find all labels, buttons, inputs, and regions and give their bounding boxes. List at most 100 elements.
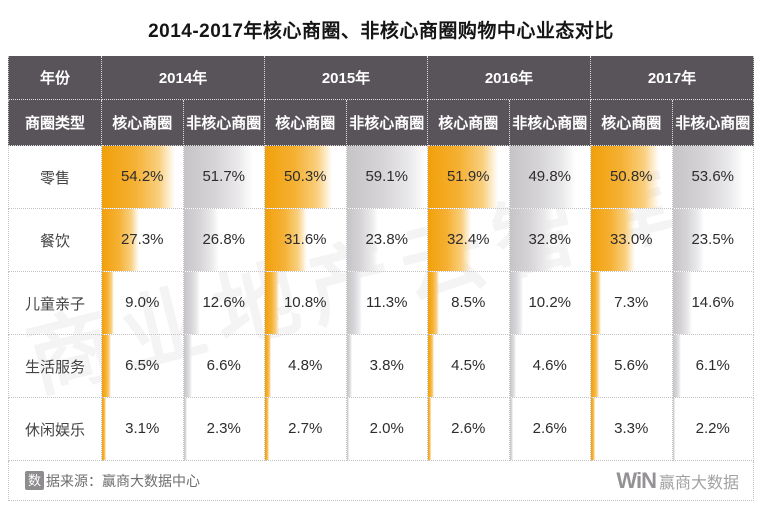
- corner-district-header: 商圈类型: [8, 100, 102, 146]
- noncore-bar: [183, 146, 253, 208]
- core-bar: [265, 209, 308, 271]
- core-bar: [428, 335, 435, 397]
- noncore-bar: [183, 335, 193, 397]
- core-bar: [591, 146, 660, 208]
- noncore-bar: [672, 209, 705, 271]
- win-logo-text: 赢商大数据: [658, 474, 739, 492]
- table-cell: 3.1%: [102, 398, 184, 461]
- table-cell: 6.5%: [102, 335, 184, 398]
- district-header-row: 商圈类型 核心商圈 非核心商圈 核心商圈 非核心商圈 核心商圈 非核心商圈 核心…: [8, 100, 754, 146]
- subcol-header-core: 核心商圈: [265, 100, 347, 146]
- noncore-bar: [509, 209, 554, 271]
- noncore-bar: [183, 398, 187, 460]
- table-cell: 6.1%: [672, 335, 754, 398]
- table-cell: 10.2%: [509, 272, 591, 335]
- table-cell: 50.3%: [265, 146, 347, 209]
- noncore-bar: [509, 335, 516, 397]
- table-cell: 53.6%: [672, 146, 754, 209]
- row-label: 生活服务: [8, 335, 102, 398]
- comparison-table: 年份 2014年 2015年 2016年 2017年 商圈类型 核心商圈 非核心…: [8, 56, 754, 461]
- noncore-bar: [672, 335, 681, 397]
- subcol-header-core: 核心商圈: [428, 100, 510, 146]
- noncore-bar: [672, 398, 676, 460]
- core-bar: [591, 335, 599, 397]
- core-bar: [102, 398, 107, 460]
- noncore-bar: [346, 335, 352, 397]
- noncore-bar: [509, 146, 577, 208]
- core-bar: [591, 272, 601, 334]
- table-cell: 2.2%: [672, 398, 754, 461]
- core-bar: [265, 272, 280, 334]
- source-boxed-char: 数: [25, 471, 45, 490]
- table-cell: 10.8%: [265, 272, 347, 335]
- table-cell: 4.8%: [265, 335, 347, 398]
- core-bar: [591, 209, 636, 271]
- row-label: 零售: [8, 146, 102, 209]
- page-title: 2014-2017年核心商圈、非核心商圈购物中心业态对比: [148, 21, 614, 42]
- source-text: 据来源：赢商大数据中心: [46, 472, 201, 489]
- row-label: 餐饮: [8, 209, 102, 272]
- subcol-header-core: 核心商圈: [102, 100, 184, 146]
- row-label: 儿童亲子: [8, 272, 102, 335]
- table-row-kids: 儿童亲子 9.0% 12.6% 10.8% 11.3% 8.5% 10.2% 7…: [8, 272, 754, 335]
- table-cell: 2.7%: [265, 398, 347, 461]
- core-bar: [102, 335, 111, 397]
- table-cell: 27.3%: [102, 209, 184, 272]
- core-bar: [428, 146, 498, 208]
- table-cell: 51.7%: [183, 146, 265, 209]
- noncore-bar: [346, 209, 379, 271]
- win-logo-mark: WiN: [616, 467, 657, 493]
- noncore-bar: [346, 398, 350, 460]
- noncore-bar: [183, 272, 201, 334]
- col-header-2016: 2016年: [428, 56, 591, 100]
- corner-year-header: 年份: [8, 56, 102, 100]
- table-cell: 9.0%: [102, 272, 184, 335]
- table-cell: 26.8%: [183, 209, 265, 272]
- table-cell: 12.6%: [183, 272, 265, 335]
- table-cell: 5.6%: [591, 335, 673, 398]
- noncore-bar: [672, 272, 693, 334]
- table-cell: 32.4%: [428, 209, 510, 272]
- table-cell: 11.3%: [346, 272, 428, 335]
- table-cell: 23.5%: [672, 209, 754, 272]
- table-cell: 32.8%: [509, 209, 591, 272]
- col-header-2015: 2015年: [265, 56, 428, 100]
- table-cell: 7.3%: [591, 272, 673, 335]
- table-cell: 54.2%: [102, 146, 184, 209]
- table-cell: 50.8%: [591, 146, 673, 209]
- subcol-header-noncore: 非核心商圈: [672, 100, 754, 146]
- core-bar: [265, 146, 333, 208]
- subcol-header-core: 核心商圈: [591, 100, 673, 146]
- footer: 数 据来源：赢商大数据中心 WiN 赢商大数据: [8, 461, 754, 501]
- noncore-bar: [346, 272, 362, 334]
- noncore-bar: [672, 146, 745, 208]
- core-bar: [428, 398, 432, 460]
- core-bar: [428, 209, 472, 271]
- table-cell: 3.3%: [591, 398, 673, 461]
- core-bar: [265, 335, 272, 397]
- table-cell: 4.6%: [509, 335, 591, 398]
- table-cell: 2.3%: [183, 398, 265, 461]
- data-source: 数 据来源：赢商大数据中心: [25, 471, 200, 491]
- noncore-bar: [346, 146, 426, 208]
- core-bar: [428, 272, 440, 334]
- table-cell: 3.8%: [346, 335, 428, 398]
- table-cell: 14.6%: [672, 272, 754, 335]
- table-cell: 23.8%: [346, 209, 428, 272]
- table-cell: 31.6%: [265, 209, 347, 272]
- subcol-header-noncore: 非核心商圈: [183, 100, 265, 146]
- core-bar: [102, 146, 175, 208]
- table-cell: 4.5%: [428, 335, 510, 398]
- row-label: 休闲娱乐: [8, 398, 102, 461]
- table-cell: 33.0%: [591, 209, 673, 272]
- subcol-header-noncore: 非核心商圈: [346, 100, 428, 146]
- col-header-2017: 2017年: [591, 56, 754, 100]
- core-bar: [102, 209, 139, 271]
- core-bar: [265, 398, 269, 460]
- table-row-services: 生活服务 6.5% 6.6% 4.8% 3.8% 4.5% 4.6% 5.6% …: [8, 335, 754, 398]
- table-row-leisure: 休闲娱乐 3.1% 2.3% 2.7% 2.0% 2.6% 2.6% 3.3% …: [8, 398, 754, 461]
- table-cell: 2.6%: [428, 398, 510, 461]
- noncore-bar: [183, 209, 220, 271]
- subcol-header-noncore: 非核心商圈: [509, 100, 591, 146]
